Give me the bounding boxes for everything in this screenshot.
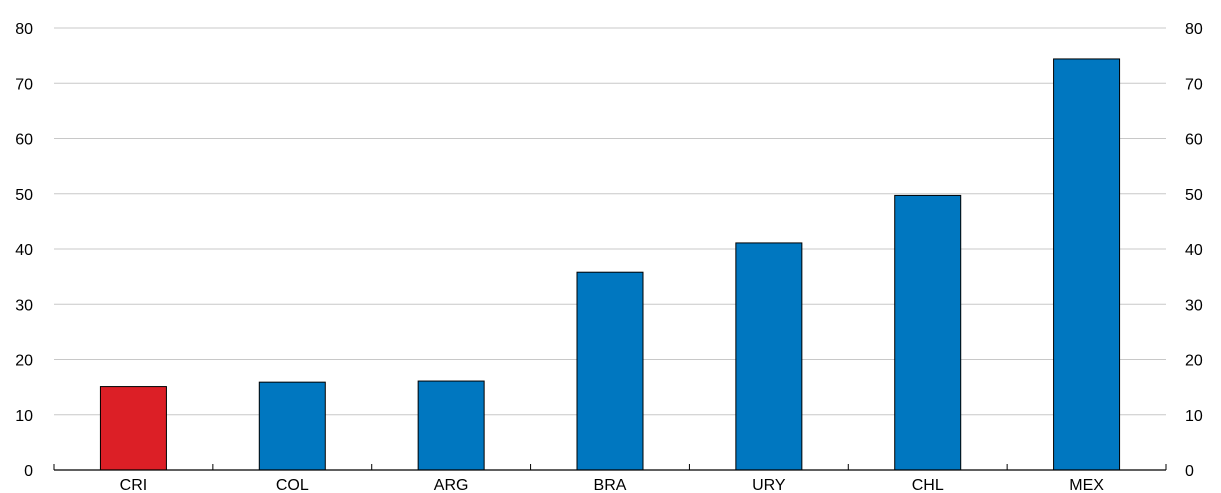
y-tick-label-left: 30 [15, 297, 33, 314]
bar-col [258, 381, 326, 471]
x-axis-labels: CRI COL ARG BRA URY CHL MEX [120, 477, 1105, 493]
y-tick-label-right: 40 [1185, 242, 1203, 259]
x-axis [53, 464, 1167, 471]
bar-chl [894, 194, 962, 471]
x-tick-label: URY [752, 477, 786, 493]
x-tick-label: MEX [1069, 477, 1104, 493]
y-axis-right: 0 10 20 30 40 50 60 70 80 [1185, 21, 1203, 480]
y-tick-label-left: 10 [15, 408, 33, 425]
x-tick-label: CRI [120, 477, 148, 493]
bar-ury [735, 242, 803, 471]
x-tick-label: BRA [594, 477, 627, 493]
y-tick-label-left: 70 [15, 76, 33, 93]
y-tick-label-right: 50 [1185, 187, 1203, 204]
y-tick-label-right: 70 [1185, 76, 1203, 93]
y-tick-label-right: 60 [1185, 132, 1203, 149]
x-tick-label: CHL [912, 477, 944, 493]
y-tick-label-right: 20 [1185, 353, 1203, 370]
x-tick-label: COL [276, 477, 309, 493]
y-tick-label-left: 50 [15, 187, 33, 204]
y-tick-label-left: 60 [15, 132, 33, 149]
y-tick-label-left: 80 [15, 21, 33, 38]
y-tick-label-left: 40 [15, 242, 33, 259]
bar-bra [576, 271, 644, 471]
bar-cri [99, 386, 167, 471]
bar-arg [417, 380, 485, 471]
y-tick-label-right: 0 [1185, 463, 1194, 480]
x-tick-label: ARG [434, 477, 469, 493]
bars [99, 58, 1121, 471]
y-tick-label-left: 0 [24, 463, 33, 480]
bar-mex [1053, 58, 1121, 471]
y-tick-label-right: 10 [1185, 408, 1203, 425]
y-tick-label-right: 30 [1185, 297, 1203, 314]
y-tick-label-left: 20 [15, 353, 33, 370]
y-axis-left: 0 10 20 30 40 50 60 70 80 [15, 21, 33, 480]
y-tick-label-right: 80 [1185, 21, 1203, 38]
